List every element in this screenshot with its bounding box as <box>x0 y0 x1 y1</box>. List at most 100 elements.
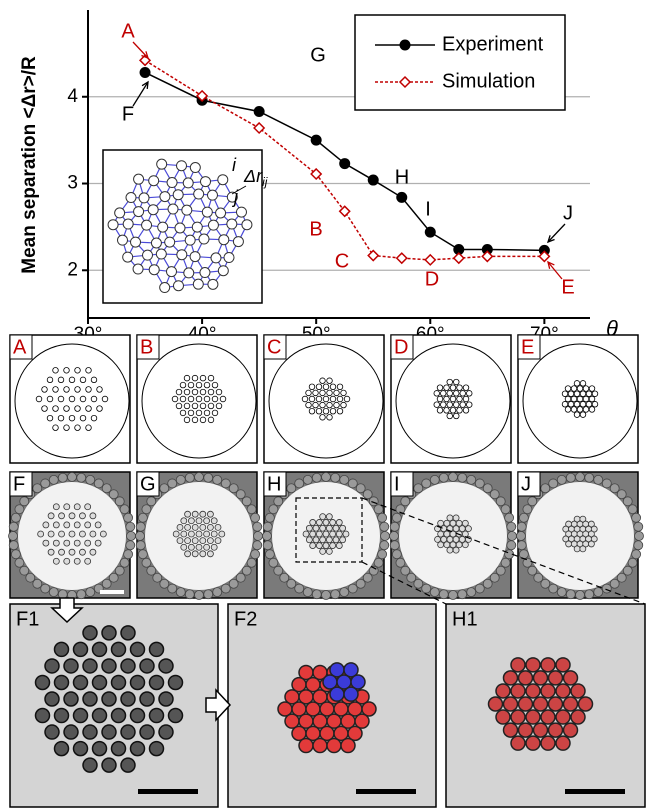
particle <box>337 396 343 402</box>
particle <box>453 515 459 521</box>
bead <box>344 687 358 701</box>
particle <box>463 385 469 391</box>
y-axis-label: Mean separation <Δr>/R <box>19 56 40 274</box>
particle <box>69 396 75 402</box>
particle <box>306 525 312 531</box>
particle <box>337 384 343 390</box>
boundary-bead <box>247 558 256 567</box>
particle <box>437 408 443 414</box>
bead <box>121 758 135 772</box>
boundary-bead <box>585 590 594 599</box>
bead <box>489 697 503 711</box>
boundary-bead <box>594 475 603 484</box>
boundary-bead <box>523 505 532 514</box>
network-node <box>200 268 210 278</box>
particle <box>75 406 81 412</box>
particle <box>200 403 206 409</box>
particle <box>444 531 450 537</box>
boundary-bead <box>449 591 458 600</box>
boundary-bead <box>322 473 331 482</box>
particle <box>47 415 53 421</box>
bead <box>36 709 50 723</box>
bead <box>140 725 154 739</box>
particle <box>85 558 91 564</box>
particle <box>53 522 59 528</box>
boundary-bead <box>380 541 389 550</box>
boundary-bead <box>507 522 516 531</box>
bead <box>556 736 570 750</box>
particle <box>330 543 336 549</box>
simulation-point <box>340 206 350 216</box>
network-node <box>224 253 234 263</box>
particle <box>330 384 336 390</box>
boundary-bead <box>378 513 387 522</box>
bead <box>541 684 555 698</box>
particle <box>69 377 75 383</box>
particle <box>568 391 574 397</box>
boundary-bead <box>263 541 272 550</box>
bead <box>150 709 164 723</box>
boundary-bead <box>374 505 383 514</box>
particle <box>447 379 453 385</box>
bead <box>159 725 173 739</box>
network-node <box>177 250 187 260</box>
boundary-bead <box>634 541 643 550</box>
bead <box>102 725 116 739</box>
particle <box>444 520 450 526</box>
boundary-bead <box>287 484 296 493</box>
bead <box>140 692 154 706</box>
bead <box>504 671 518 685</box>
network-node <box>208 220 218 230</box>
particle <box>75 367 81 373</box>
particle <box>340 525 346 531</box>
particle <box>220 396 226 402</box>
boundary-bead <box>247 505 256 514</box>
particle <box>580 412 586 418</box>
network-node <box>201 177 211 187</box>
boundary-bead <box>265 513 274 522</box>
particle <box>310 531 316 537</box>
boundary-bead <box>41 479 50 488</box>
particle <box>327 390 333 396</box>
particle <box>69 513 75 519</box>
particle <box>453 536 459 542</box>
particle <box>343 531 349 537</box>
boundary-bead <box>77 473 86 482</box>
particle <box>437 396 443 402</box>
panel-label: F <box>13 473 25 495</box>
boundary-bead <box>120 505 129 514</box>
bead <box>102 758 116 772</box>
network-node <box>168 204 178 214</box>
particle <box>180 382 186 388</box>
boundary-bead <box>501 558 510 567</box>
network-node <box>142 220 152 230</box>
particle <box>192 538 198 544</box>
particle <box>463 396 469 402</box>
particle <box>196 382 202 388</box>
y-tick-label: 3 <box>67 173 78 194</box>
boundary-bead <box>124 550 133 559</box>
network-node <box>194 189 204 199</box>
boundary-bead <box>439 590 448 599</box>
particle <box>58 396 64 402</box>
boundary-bead <box>274 566 283 575</box>
bead <box>150 742 164 756</box>
network-node <box>134 207 144 217</box>
boundary-bead <box>566 473 575 482</box>
boundary-bead <box>507 541 516 550</box>
boundary-bead <box>263 532 272 541</box>
bead <box>131 742 145 756</box>
boundary-bead <box>632 550 641 559</box>
bead <box>159 659 173 673</box>
particle <box>86 406 92 412</box>
particle <box>188 518 194 524</box>
particle <box>53 558 59 564</box>
particle <box>435 536 441 542</box>
boundary-bead <box>213 475 222 484</box>
bead <box>112 675 126 689</box>
boundary-bead <box>229 579 238 588</box>
bead <box>36 675 50 689</box>
particle <box>196 396 202 402</box>
boundary-bead <box>496 497 505 506</box>
network-node <box>126 193 136 203</box>
